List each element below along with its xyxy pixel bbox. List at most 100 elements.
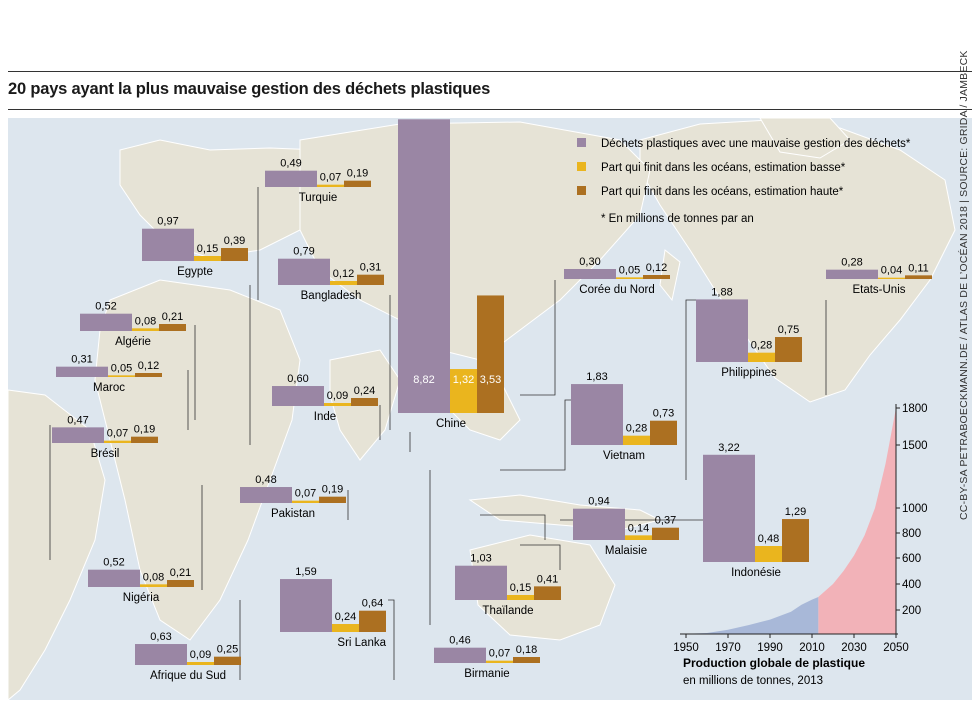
country-label-philippines: Philippines xyxy=(721,367,777,379)
value-label-ocean-low-indonesie: 0,48 xyxy=(758,533,779,545)
legend-swatch-ocean_low xyxy=(577,162,586,171)
value-label-ocean-high-afrique-du-sud: 0,25 xyxy=(217,644,238,656)
country-bar-groups: 8,82 1,32 3,53 Chine 3,22 0,48 1,29 Indonésie 1,… xyxy=(52,119,932,682)
value-label-mismanaged-coree-du-nord: 0,30 xyxy=(579,256,600,268)
value-label-ocean-high-inde: 0,24 xyxy=(354,385,375,397)
bar-mismanaged-malaisie xyxy=(573,508,625,540)
value-label-ocean-high-maroc: 0,12 xyxy=(138,360,159,372)
bar-ocean-low-maroc xyxy=(108,375,135,377)
value-label-mismanaged-vietnam: 1,83 xyxy=(586,371,607,383)
bar-ocean-low-pakistan xyxy=(292,500,319,503)
value-label-ocean-high-algerie: 0,21 xyxy=(162,311,183,323)
bar-mismanaged-coree-du-nord xyxy=(564,269,616,279)
y-tick-label-600: 600 xyxy=(902,553,921,565)
bar-ocean-low-bresil xyxy=(104,440,131,443)
y-tick-label-200: 200 xyxy=(902,605,921,617)
country-label-birmanie: Birmanie xyxy=(464,668,509,680)
value-label-mismanaged-pakistan: 0,48 xyxy=(255,474,276,486)
value-label-mismanaged-indonesie: 3,22 xyxy=(718,442,739,454)
bar-group-vietnam: 1,83 0,28 0,73 Vietnam xyxy=(571,371,677,462)
bar-mismanaged-indonesie xyxy=(703,454,755,562)
value-label-mismanaged-egypte: 0,97 xyxy=(157,216,178,228)
bar-group-bangladesh: 0,79 0,12 0,31 Bangladesh xyxy=(278,246,384,302)
bar-mismanaged-vietnam xyxy=(571,384,623,445)
value-label-mismanaged-turquie: 0,49 xyxy=(280,158,301,170)
leader-line-thailande xyxy=(520,544,561,570)
bar-ocean-low-coree-du-nord xyxy=(616,277,643,279)
bar-group-maroc: 0,31 0,05 0,12 Maroc xyxy=(56,354,162,394)
bar-ocean-high-algerie xyxy=(159,324,186,331)
bar-mismanaged-chine xyxy=(398,119,450,413)
value-label-mismanaged-sri-lanka: 1,59 xyxy=(295,566,316,578)
y-tick-label-1800: 1800 xyxy=(902,403,928,415)
value-label-ocean-high-vietnam: 0,73 xyxy=(653,408,674,420)
africa-land xyxy=(94,279,301,641)
leader-line-malaisie xyxy=(480,514,546,540)
legend: Déchets plastiques avec une mauvaise ges… xyxy=(577,138,911,225)
chart-title: 20 pays ayant la plus mauvaise gestion d… xyxy=(8,80,491,98)
value-label-ocean-low-maroc: 0,05 xyxy=(111,362,132,374)
bar-group-chine: 8,82 1,32 3,53 Chine xyxy=(398,119,504,430)
bar-group-afrique-du-sud: 0,63 0,09 0,25 Afrique du Sud xyxy=(135,631,241,682)
top-rule xyxy=(8,71,972,72)
leader-line-sri-lanka xyxy=(388,599,395,680)
value-label-ocean-high-turquie: 0,19 xyxy=(347,168,368,180)
value-label-ocean-high-egypte: 0,39 xyxy=(224,235,245,247)
value-label-mismanaged-philippines: 1,88 xyxy=(711,286,732,298)
leader-line-philippines xyxy=(685,299,696,480)
value-label-ocean-low-bresil: 0,07 xyxy=(107,428,128,440)
bar-ocean-high-egypte xyxy=(221,248,248,261)
bar-group-inde: 0,60 0,09 0,24 Inde xyxy=(272,373,378,423)
bar-group-turquie: 0,49 0,07 0,19 Turquie xyxy=(265,158,371,204)
bar-mismanaged-pakistan xyxy=(240,487,292,503)
legend-swatch-ocean_high xyxy=(577,186,586,195)
value-label-ocean-low-turquie: 0,07 xyxy=(320,172,341,184)
bar-mismanaged-etats-unis xyxy=(826,269,878,279)
bar-ocean-high-coree-du-nord xyxy=(643,275,670,279)
value-label-mismanaged-chine: 8,82 xyxy=(413,374,434,386)
japan-land xyxy=(659,249,681,302)
bar-ocean-low-sri-lanka xyxy=(332,624,359,632)
bar-mismanaged-algerie xyxy=(80,313,132,331)
legend-label-ocean_low: Part qui finit dans les océans, estimati… xyxy=(601,162,846,174)
bar-group-indonesie: 3,22 0,48 1,29 Indonésie xyxy=(703,442,809,579)
bar-group-thailande: 1,03 0,15 0,41 Thaïlande xyxy=(455,553,561,617)
bar-ocean-low-malaisie xyxy=(625,535,652,540)
bar-ocean-high-nigeria xyxy=(167,580,194,587)
value-label-mismanaged-inde: 0,60 xyxy=(287,373,308,385)
value-label-ocean-high-chine: 3,53 xyxy=(480,374,501,386)
value-label-ocean-low-thailande: 0,15 xyxy=(510,582,531,594)
leader-lines xyxy=(49,187,827,680)
y-tick-label-1500: 1500 xyxy=(902,440,928,452)
leader-line-coree-du-nord xyxy=(520,280,556,396)
value-label-ocean-high-indonesie: 1,29 xyxy=(785,506,806,518)
bar-ocean-low-afrique-du-sud xyxy=(187,662,214,665)
country-label-afrique-du-sud: Afrique du Sud xyxy=(150,670,226,682)
production-inset-chart: 1950 1970 1990 2010 2030 2050 200 400 600 800 1000… xyxy=(673,403,927,687)
bar-ocean-high-vietnam xyxy=(650,420,677,445)
country-label-chine: Chine xyxy=(436,418,466,430)
country-label-bangladesh: Bangladesh xyxy=(301,290,362,302)
x-tick-label-2030: 2030 xyxy=(841,642,867,654)
legend-unit-note: * En millions de tonnes par an xyxy=(601,213,754,225)
value-label-ocean-high-coree-du-nord: 0,12 xyxy=(646,262,667,274)
bar-group-egypte: 0,97 0,15 0,39 Egypte xyxy=(142,216,248,278)
bar-ocean-high-thailande xyxy=(534,586,561,600)
bar-ocean-low-algerie xyxy=(132,328,159,331)
value-label-ocean-high-bresil: 0,19 xyxy=(134,424,155,436)
bar-ocean-low-inde xyxy=(324,403,351,406)
bar-mismanaged-bresil xyxy=(52,427,104,443)
bar-ocean-low-vietnam xyxy=(623,435,650,445)
bar-group-bresil: 0,47 0,07 0,19 Brésil xyxy=(52,414,158,460)
y-tick-label-1000: 1000 xyxy=(902,503,928,515)
value-label-ocean-high-malaisie: 0,37 xyxy=(655,515,676,527)
bar-group-pakistan: 0,48 0,07 0,19 Pakistan xyxy=(240,474,346,520)
bar-mismanaged-bangladesh xyxy=(278,258,330,285)
value-label-mismanaged-maroc: 0,31 xyxy=(71,354,92,366)
x-tick-label-1990: 1990 xyxy=(757,642,783,654)
value-label-mismanaged-bresil: 0,47 xyxy=(67,414,88,426)
bar-group-nigeria: 0,52 0,08 0,21 Nigéria xyxy=(88,557,194,604)
bar-ocean-high-chine xyxy=(477,295,504,413)
value-label-mismanaged-bangladesh: 0,79 xyxy=(293,246,314,258)
